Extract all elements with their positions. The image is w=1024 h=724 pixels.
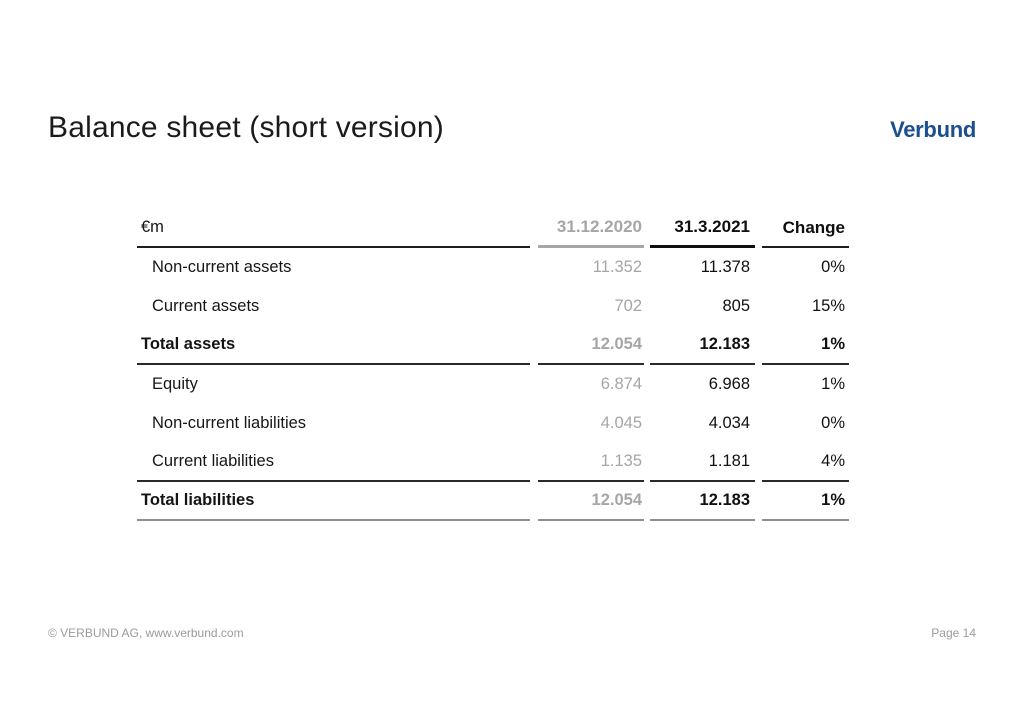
row-label: Equity <box>152 375 198 393</box>
col-header-change: Change <box>762 209 849 248</box>
table-row-total-liabilities: Total liabilities 12.054 12.183 1% <box>137 482 849 521</box>
value-change: 4% <box>762 443 849 482</box>
table-row-equity: Equity 6.874 6.968 1% <box>137 365 849 404</box>
row-label: Current liabilities <box>137 443 530 482</box>
row-label: Current assets <box>152 297 260 315</box>
value-2020: 4.045 <box>600 414 642 432</box>
unit-label: €m <box>137 209 530 248</box>
table-row-total-assets: Total assets 12.054 12.183 1% <box>137 326 849 365</box>
col-header-2021: 31.3.2021 <box>650 209 755 248</box>
value-2021: 12.183 <box>650 482 755 521</box>
value-2021: 4.034 <box>708 414 750 432</box>
col-header-2020: 31.12.2020 <box>538 209 644 248</box>
row-label: Total assets <box>137 326 530 365</box>
row-label: Total liabilities <box>137 482 530 521</box>
table-header-row: €m 31.12.2020 31.3.2021 Change <box>137 209 849 248</box>
table-row-current-liabilities: Current liabilities 1.135 1.181 4% <box>137 443 849 482</box>
value-2020: 1.135 <box>538 443 644 482</box>
value-change: 0% <box>821 258 845 276</box>
row-label: Non-current assets <box>152 258 292 276</box>
balance-sheet-table: €m 31.12.2020 31.3.2021 Change Non-curre… <box>137 209 849 521</box>
value-2020: 6.874 <box>600 375 642 393</box>
page-title: Balance sheet (short version) <box>48 111 444 144</box>
value-change: 1% <box>762 326 849 365</box>
value-2021: 11.378 <box>700 258 750 276</box>
table-row-current-assets: Current assets 702 805 15% <box>137 287 849 326</box>
value-change: 15% <box>811 297 845 315</box>
footer-page-number: Page 14 <box>931 626 976 640</box>
value-2021: 1.181 <box>650 443 755 482</box>
row-label: Non-current liabilities <box>152 414 307 432</box>
value-2021: 6.968 <box>708 375 750 393</box>
value-change: 1% <box>762 482 849 521</box>
value-2020: 12.054 <box>538 326 644 365</box>
value-change: 0% <box>821 414 845 432</box>
value-2020: 11.352 <box>592 258 642 276</box>
value-2021: 12.183 <box>650 326 755 365</box>
table-row-non-current-assets: Non-current assets 11.352 11.378 0% <box>137 248 849 287</box>
value-2020: 702 <box>614 297 642 315</box>
table-row-non-current-liabilities: Non-current liabilities 4.045 4.034 0% <box>137 404 849 443</box>
value-change: 1% <box>821 375 845 393</box>
value-2020: 12.054 <box>538 482 644 521</box>
value-2021: 805 <box>722 297 750 315</box>
verbund-logo: Verbund <box>890 117 976 142</box>
footer-copyright: © VERBUND AG, www.verbund.com <box>48 626 244 640</box>
